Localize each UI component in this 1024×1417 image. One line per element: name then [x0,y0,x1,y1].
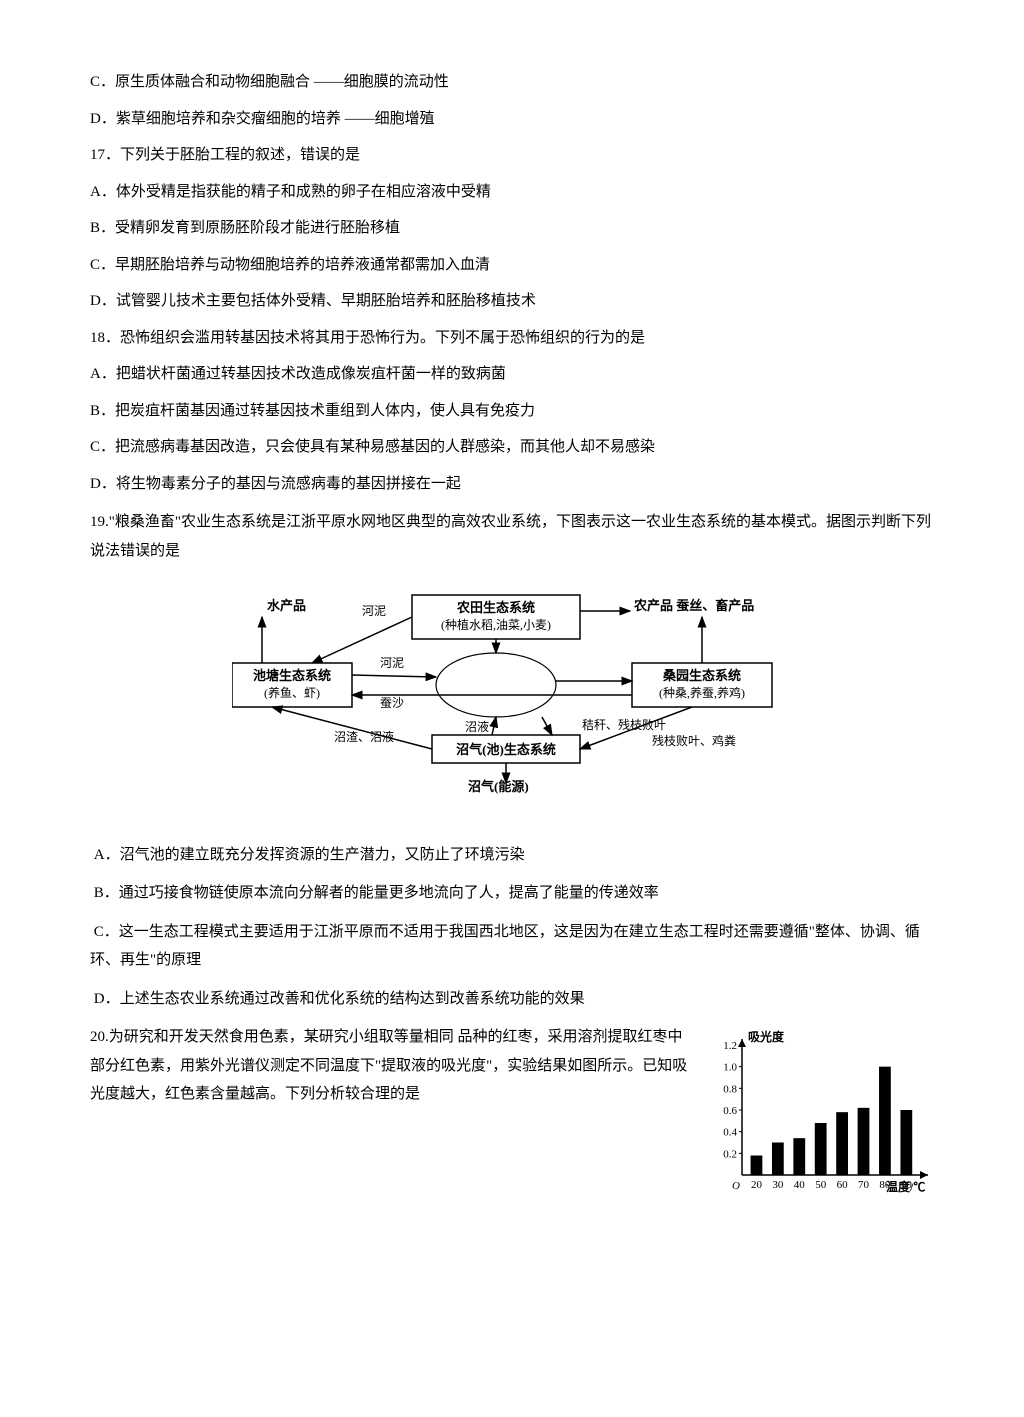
svg-text:沼气(能源): 沼气(能源) [468,779,529,794]
svg-text:残枝败叶、鸡粪: 残枝败叶、鸡粪 [652,733,736,748]
q19-option-b-text: B．通过巧接食物链使原本流向分解者的能量更多地流向了人，提高了能量的传递效率 [94,885,659,901]
q18-option-b: B．把炭疽杆菌基因通过转基因技术重组到人体内，使人具有免疫力 [90,397,934,426]
q19-option-a: A．沼气池的建立既充分发挥资源的生产潜力，又防止了环境污染 [90,841,934,870]
svg-text:0.8: 0.8 [723,1083,737,1095]
q17-option-a: A．体外受精是指获能的精子和成熟的卵子在相应溶液中受精 [90,178,934,207]
q17-option-c: C．早期胚胎培养与动物细胞培养的培养液通常都需加入血清 [90,251,934,280]
ecosystem-flowchart: 水产品池塘生态系统 (养鱼、虾) 农田生态系统 (种植水稻,油菜,小麦) 桑园生态系统 (… [90,585,934,821]
q17-option-d: D．试管婴儿技术主要包括体外受精、早期胚胎培养和胚胎移植技术 [90,287,934,316]
svg-text:沼气(池)生态系统: 沼气(池)生态系统 [456,742,556,757]
svg-text:蚕沙: 蚕沙 [380,696,404,710]
svg-text:(种植水稻,油菜,小麦): (种植水稻,油菜,小麦) [441,617,551,632]
q19-option-a-text: A．沼气池的建立既充分发挥资源的生产潜力，又防止了环境污染 [94,847,525,863]
svg-text:30: 30 [772,1179,784,1191]
svg-text:70: 70 [858,1179,870,1191]
svg-text:O: O [732,1180,740,1192]
svg-text:0.2: 0.2 [723,1148,737,1160]
q18-stem: 18．恐怖组织会滥用转基因技术将其用于恐怖行为。下列不属于恐怖组织的行为的是 [90,324,934,353]
q19-stem: 19."粮桑渔畜"农业生态系统是江浙平原水网地区典型的高效农业系统，下图表示这一… [90,508,934,565]
svg-text:吸光度: 吸光度 [748,1029,785,1044]
absorbance-bar-chart: 0.20.40.60.81.01.2吸光度O温度/℃20304050607080… [704,1027,934,1208]
q18-option-a: A．把蜡状杆菌通过转基因技术改造成像炭疽杆菌一样的致病菌 [90,360,934,389]
q17-option-b: B．受精卵发育到原肠胚阶段才能进行胚胎移植 [90,214,934,243]
svg-text:河泥: 河泥 [362,604,386,618]
svg-text:1.0: 1.0 [723,1062,737,1074]
option-d: D．紫草细胞培养和杂交瘤细胞的培养 ——细胞增殖 [90,105,934,134]
svg-text:农田生态系统: 农田生态系统 [456,600,535,615]
svg-text:0.6: 0.6 [723,1105,737,1117]
svg-text:池塘生态系统: 池塘生态系统 [253,668,331,683]
svg-text:秸秆、残枝败叶: 秸秆、残枝败叶 [582,717,666,732]
svg-text:60: 60 [837,1179,849,1191]
svg-text:沼液: 沼液 [465,719,489,734]
q19-option-c-text: C．这一生态工程模式主要适用于江浙平原而不适用于我国西北地区，这是因为在建立生态… [90,924,920,969]
svg-text:(种桑,养蚕,养鸡): (种桑,养蚕,养鸡) [659,685,745,700]
svg-text:沼渣、沼液: 沼渣、沼液 [334,729,394,744]
q19-option-d: D．上述生态农业系统通过改善和优化系统的结构达到改善系统功能的效果 [90,985,934,1014]
svg-text:0.4: 0.4 [723,1127,737,1139]
q17-stem: 17．下列关于胚胎工程的叙述，错误的是 [90,141,934,170]
svg-text:80: 80 [879,1179,891,1191]
svg-text:农产品 蚕丝、畜产品: 农产品 蚕丝、畜产品 [633,598,754,613]
q18-option-d: D．将生物毒素分子的基因与流感病毒的基因拼接在一起 [90,470,934,499]
svg-text:1.2: 1.2 [723,1040,737,1052]
option-c: C．原生质体融合和动物细胞融合 ——细胞膜的流动性 [90,68,934,97]
svg-text:20: 20 [751,1179,763,1191]
svg-text:河泥: 河泥 [380,656,404,670]
svg-text:桑园生态系统: 桑园生态系统 [662,668,741,683]
q19-option-d-text: D．上述生态农业系统通过改善和优化系统的结构达到改善系统功能的效果 [94,991,585,1007]
svg-text:(养鱼、虾): (养鱼、虾) [264,685,320,700]
q18-option-c: C．把流感病毒基因改造，只会使具有某种易感基因的人群感染，而其他人却不易感染 [90,433,934,462]
svg-text:90: 90 [901,1179,913,1191]
svg-text:水产品: 水产品 [267,598,306,613]
q19-option-b: B．通过巧接食物链使原本流向分解者的能量更多地流向了人，提高了能量的传递效率 [90,879,934,908]
q19-option-c: C．这一生态工程模式主要适用于江浙平原而不适用于我国西北地区，这是因为在建立生态… [90,918,934,975]
svg-text:40: 40 [794,1179,806,1191]
svg-text:50: 50 [815,1179,827,1191]
